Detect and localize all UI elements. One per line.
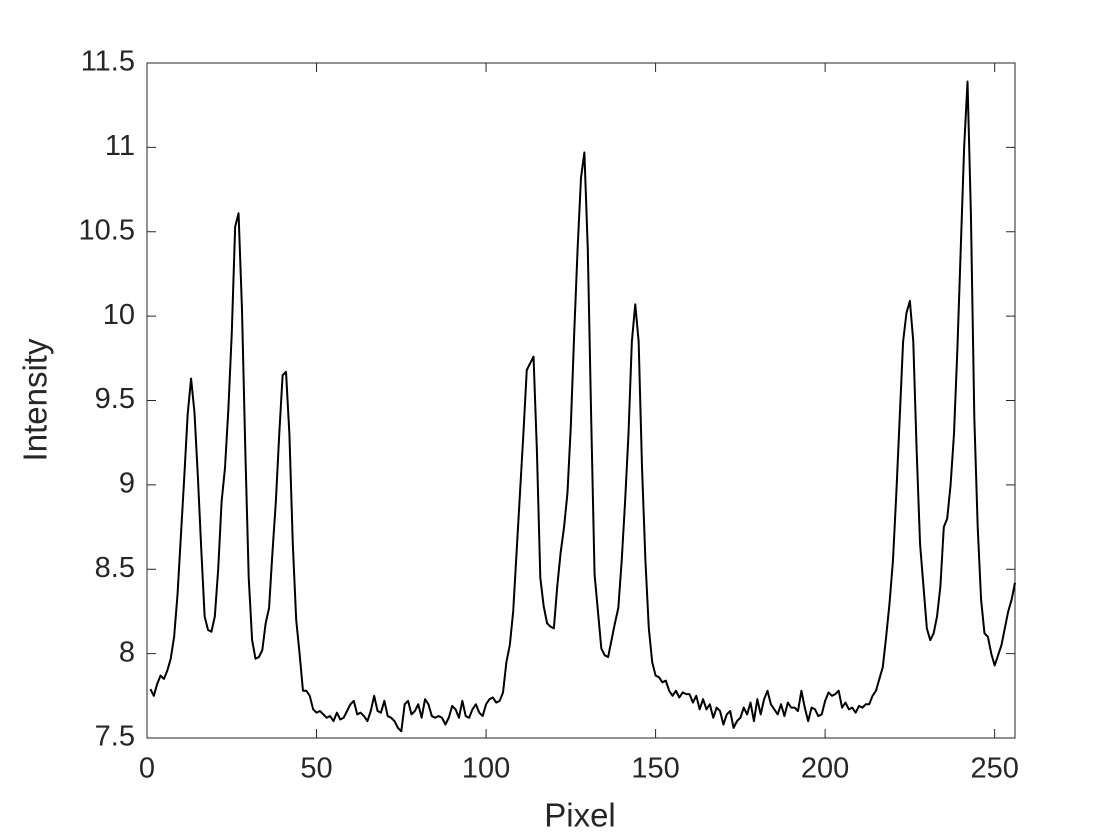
y-tick-label: 9.5	[95, 383, 135, 415]
y-tick-label: 11	[105, 130, 135, 162]
y-tick-label: 11.5	[81, 46, 135, 78]
y-tick-label: 7.5	[95, 721, 135, 753]
y-tick-label: 9	[119, 468, 135, 500]
x-tick-label: 50	[300, 753, 332, 785]
y-axis-label: Intensity	[17, 338, 54, 461]
y-tick-label: 8.5	[95, 552, 135, 584]
y-tick-label: 10	[103, 299, 135, 331]
x-tick-label: 100	[462, 753, 510, 785]
x-tick-label: 200	[801, 753, 849, 785]
y-tick-label: 10.5	[79, 214, 135, 246]
x-tick-label: 0	[139, 753, 155, 785]
x-tick-label: 250	[970, 753, 1018, 785]
plot-frame	[146, 62, 1016, 739]
x-tick-label: 150	[631, 753, 679, 785]
x-axis-label: Pixel	[544, 797, 616, 834]
data-line	[149, 80, 1016, 733]
y-tick-label: 8	[119, 636, 135, 668]
